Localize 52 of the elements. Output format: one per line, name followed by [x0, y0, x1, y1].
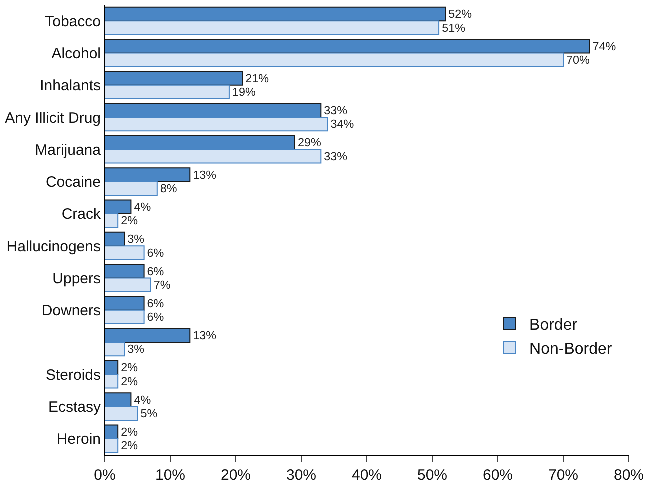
data-label: 2% — [121, 362, 138, 375]
y-tick-label: Ecstasy — [48, 399, 102, 416]
x-tick-label: 10% — [155, 467, 186, 484]
data-label: 74% — [592, 40, 616, 54]
data-label: 19% — [232, 86, 256, 100]
data-label: 2% — [121, 375, 138, 388]
data-label: 3% — [128, 343, 145, 356]
x-tick-label: 20% — [220, 467, 252, 484]
data-label: 6% — [147, 246, 164, 260]
data-label: 21% — [246, 72, 269, 86]
x-tick-label: 30% — [286, 467, 317, 484]
data-label: 13% — [193, 330, 217, 343]
data-label: 29% — [298, 136, 322, 150]
y-tick-label: Hallucinogens — [6, 238, 101, 256]
y-tick-label: Downers — [42, 302, 101, 320]
x-tick-label: 60% — [482, 467, 514, 484]
data-label: 70% — [566, 54, 590, 67]
data-label: 6% — [147, 265, 164, 278]
data-label: 33% — [324, 150, 348, 164]
x-tick-label: 0% — [94, 467, 116, 484]
data-label: 6% — [147, 311, 164, 324]
data-label: 13% — [193, 168, 217, 182]
legend-label: Border — [530, 317, 578, 334]
data-label: 52% — [448, 8, 472, 22]
data-label: 7% — [154, 278, 171, 292]
x-tick-label: 80% — [614, 467, 644, 484]
y-tick-label: Crack — [62, 206, 102, 224]
data-label: 4% — [134, 201, 152, 214]
data-label: 2% — [121, 440, 138, 453]
y-tick-label: Cocaine — [46, 174, 101, 192]
data-label: 6% — [147, 297, 164, 310]
x-tick-label: 50% — [417, 467, 448, 484]
data-label: 2% — [121, 426, 138, 440]
y-tick-label: Uppers — [52, 270, 101, 288]
y-tick-label: Alcohol — [52, 45, 101, 62]
y-tick-label: Marijuana — [35, 142, 102, 159]
data-label: 51% — [442, 22, 466, 35]
y-tick-label: Tobacco — [45, 13, 101, 30]
data-label: 2% — [121, 214, 138, 228]
legend-label: Non-Border — [530, 340, 613, 358]
data-label: 4% — [134, 394, 152, 407]
data-label: 8% — [160, 182, 178, 196]
data-label: 5% — [140, 408, 158, 421]
y-tick-label: Steroids — [46, 366, 101, 384]
y-tick-label: Any Illicit Drug — [5, 110, 101, 127]
y-tick-label: Inhalants — [40, 78, 101, 95]
data-label: 33% — [324, 104, 348, 118]
data-label: 34% — [330, 118, 354, 132]
data-label: 3% — [128, 233, 145, 246]
x-tick-label: 40% — [352, 467, 382, 484]
y-tick-label: Heroin — [56, 431, 101, 448]
x-tick-label: 70% — [548, 467, 579, 484]
